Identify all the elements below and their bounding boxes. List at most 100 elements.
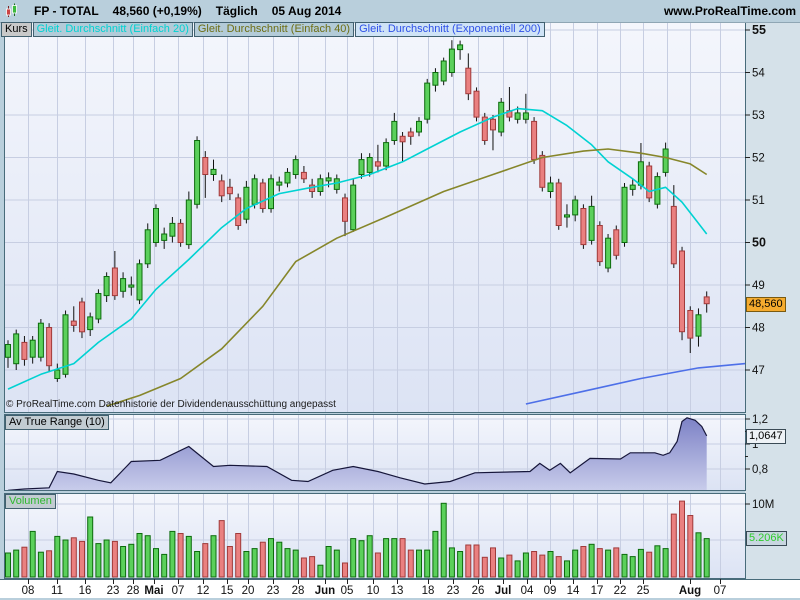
volume-bar: [358, 540, 365, 578]
candle: [243, 180, 250, 224]
volume-bar: [13, 549, 20, 578]
volume-bar: [144, 535, 151, 578]
candle: [572, 195, 579, 222]
volume-bar: [465, 544, 472, 578]
timeframe-label[interactable]: Täglich: [215, 4, 258, 18]
candle: [416, 117, 422, 137]
volume-bar: [646, 551, 653, 578]
candle: [153, 204, 159, 247]
candle: [202, 151, 209, 198]
candle: [210, 159, 217, 181]
atr-panel-label[interactable]: Av True Range (10): [5, 415, 109, 430]
site-url: www.ProRealTime.com: [663, 4, 796, 18]
date-tick-label: Aug: [679, 585, 701, 597]
volume-series[interactable]: [5, 500, 710, 578]
volume-bar: [161, 553, 168, 578]
candle: [13, 329, 20, 370]
candle: [555, 178, 562, 230]
volume-bar: [473, 544, 480, 578]
main-chart-panel[interactable]: [4, 22, 745, 412]
candle: [111, 251, 118, 300]
atr-tick-label: 0,8: [752, 464, 768, 476]
date-tick-label: 12: [197, 585, 210, 597]
candle: [37, 319, 44, 362]
candle: [448, 40, 455, 77]
volume-bar: [95, 543, 102, 578]
date-tick-label: Jun: [315, 585, 335, 597]
candle: [218, 174, 225, 203]
volume-bar: [555, 556, 562, 578]
volume-bar: [374, 552, 381, 578]
ma-line-2[interactable]: [525, 362, 746, 405]
price-tick-label: 51: [752, 195, 765, 207]
candlestick-icon: [6, 3, 17, 17]
candle: [342, 193, 348, 237]
volume-bar: [605, 549, 612, 578]
legend-price[interactable]: Kurs: [1, 22, 32, 37]
candle: [284, 168, 291, 188]
candle: [564, 204, 570, 228]
price-tick-label: 50: [752, 236, 766, 250]
candle: [703, 291, 710, 313]
volume-bar: [687, 515, 694, 578]
candle: [490, 115, 496, 151]
volume-bar: [268, 538, 274, 578]
legend-sma40[interactable]: Gleit. Durchschnitt (Einfach 40): [193, 22, 355, 37]
candle: [358, 153, 365, 179]
date-tick-label: 11: [51, 585, 63, 597]
legend-ema200[interactable]: Gleit. Durchschnitt (Exponentiell 200): [355, 22, 545, 37]
volume-bar: [596, 548, 603, 578]
volume-bar: [679, 500, 685, 578]
volume-bar: [457, 551, 464, 578]
volume-bar: [448, 547, 455, 578]
volume-bar: [259, 541, 266, 578]
date-tick-label: 13: [391, 585, 404, 597]
volume-bar: [251, 548, 258, 578]
volume-bar: [407, 549, 414, 578]
last-price-marker: 48,560: [746, 297, 786, 312]
ma-line-1[interactable]: [106, 148, 708, 407]
volume-bar: [695, 532, 702, 578]
session-date: 05 Aug 2014: [271, 4, 342, 18]
volume-bar: [506, 554, 513, 578]
candle: [194, 136, 201, 209]
volume-bar: [46, 550, 53, 578]
volume-bar: [416, 549, 422, 578]
volume-bar: [481, 556, 488, 578]
candle: [679, 246, 685, 341]
candlestick-series[interactable]: [5, 40, 710, 382]
volume-bar: [366, 535, 373, 578]
candle: [383, 138, 390, 171]
date-tick-label: 09: [544, 585, 557, 597]
volume-bar: [350, 538, 357, 578]
candle: [5, 340, 11, 368]
date-tick-label: 23: [447, 585, 460, 597]
date-tick-label: 23: [107, 585, 120, 597]
candle: [128, 276, 135, 296]
volume-bar: [111, 540, 118, 578]
volume-bar: [103, 539, 110, 578]
candle: [629, 178, 636, 196]
volume-bar: [440, 502, 447, 578]
candle: [79, 297, 85, 339]
volume-bar: [185, 535, 192, 578]
volume-bar: [194, 551, 201, 578]
volume-bar: [54, 535, 61, 578]
date-tick-label: 23: [267, 585, 280, 597]
volume-bar: [120, 546, 127, 578]
volume-bar: [383, 538, 390, 578]
candle: [95, 289, 102, 324]
volume-value-marker: 5.206K: [746, 531, 787, 546]
volume-panel-label[interactable]: Volumen: [5, 494, 56, 509]
ma-line-0[interactable]: [7, 107, 708, 390]
legend-sma20[interactable]: Gleit. Durchschnitt (Einfach 20): [32, 22, 193, 37]
candle: [432, 68, 439, 92]
volume-bar: [333, 549, 340, 578]
date-tick-label: 28: [127, 585, 140, 597]
candle: [646, 161, 653, 203]
candle: [29, 336, 36, 364]
indicator-legend: Kurs Gleit. Durchschnitt (Einfach 20) Gl…: [1, 22, 545, 37]
atr-line[interactable]: [7, 417, 708, 491]
volume-bar: [588, 543, 595, 578]
